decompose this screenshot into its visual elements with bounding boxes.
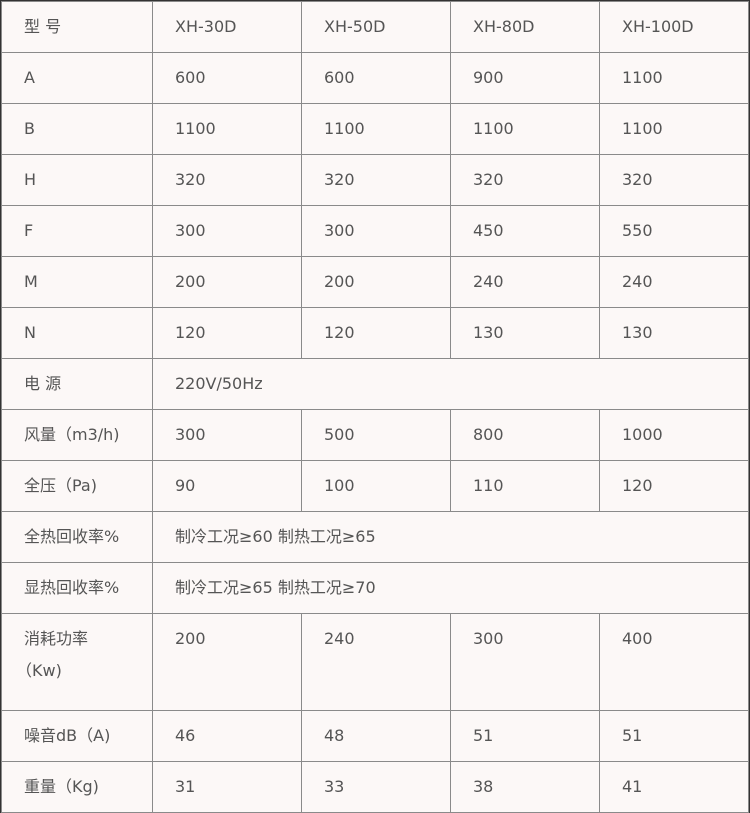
table-cell: 500 [301,409,451,461]
table-cell: 200 [301,256,451,308]
row-label-text: 噪音dB（A) [24,726,111,745]
table-row: 显热回收率% 制冷工况≥65 制热工况≥70 [1,562,749,614]
table-cell: 51 [599,710,749,762]
row-label-text: 风量（m3/h) [24,425,120,444]
table-cell: 320 [599,154,749,206]
table-cell: 120 [301,307,451,359]
row-label: A [1,52,153,104]
row-label: 电 源 [1,358,153,410]
table-cell: 300 [152,205,302,257]
table-row: 全压（Pa) 90 100 110 120 [1,460,749,512]
table-cell: 450 [450,205,600,257]
table-row: H 320 320 320 320 [1,154,749,206]
table-cell: 320 [152,154,302,206]
model-header: XH-50D [301,1,451,53]
table-cell-merged: 制冷工况≥65 制热工况≥70 [152,562,749,614]
table-cell: 240 [599,256,749,308]
row-label: 噪音dB（A) [1,710,153,762]
table-cell: 1100 [152,103,302,155]
table-row: 噪音dB（A) 46 48 51 51 [1,710,749,762]
table-cell: 300 [301,205,451,257]
row-label-text: 消耗功率 [24,629,89,648]
header-row: 型 号 XH-30D XH-50D XH-80D XH-100D [1,1,749,53]
model-header: XH-80D [450,1,600,53]
model-header: XH-30D [152,1,302,53]
row-label: 显热回收率% [1,562,153,614]
row-label-text: H [24,170,37,189]
table-cell: 90 [152,460,302,512]
table-cell: 1100 [450,103,600,155]
table-row: 风量（m3/h) 300 500 800 1000 [1,409,749,461]
table-cell: 46 [152,710,302,762]
table-cell: 110 [450,460,600,512]
row-label: 消耗功率 （Kw) [1,613,153,711]
table-cell: 48 [301,710,451,762]
row-label-text: 重量（Kg) [24,777,99,796]
table-cell: 120 [152,307,302,359]
table-cell: 800 [450,409,600,461]
table-cell: 200 [152,256,302,308]
table-cell: 1100 [599,103,749,155]
table-cell: 130 [450,307,600,359]
table-cell: 51 [450,710,600,762]
table-cell: 130 [599,307,749,359]
table-cell: 320 [450,154,600,206]
table-cell: 31 [152,761,302,813]
row-label-text: A [24,68,35,87]
table-row: B 1100 1100 1100 1100 [1,103,749,155]
table-cell: 550 [599,205,749,257]
table-cell: 900 [450,52,600,104]
table-cell: 120 [599,460,749,512]
table-cell: 300 [152,409,302,461]
table-cell: 300 [450,613,600,711]
table-cell: 1000 [599,409,749,461]
row-label-text: 显热回收率% [24,578,120,597]
row-label: 全压（Pa) [1,460,153,512]
row-label-text: 全热回收率% [24,527,120,546]
row-label: B [1,103,153,155]
table-row: 消耗功率 （Kw) 200 240 300 400 [1,613,749,711]
row-label-text: 全压（Pa) [24,476,97,495]
table-cell: 33 [301,761,451,813]
table-cell: 100 [301,460,451,512]
table-cell-merged: 220V/50Hz [152,358,749,410]
table-cell: 1100 [599,52,749,104]
row-label: F [1,205,153,257]
table-cell: 600 [301,52,451,104]
table-row: A 600 600 900 1100 [1,52,749,104]
table-row: 全热回收率% 制冷工况≥60 制热工况≥65 [1,511,749,563]
table-row: 重量（Kg) 31 33 38 41 [1,761,749,813]
table-cell: 320 [301,154,451,206]
row-label: H [1,154,153,206]
table-cell: 41 [599,761,749,813]
row-label: 全热回收率% [1,511,153,563]
row-label: M [1,256,153,308]
row-label-unit: （Kw) [16,661,62,680]
model-header: XH-100D [599,1,749,53]
row-label: 风量（m3/h) [1,409,153,461]
model-label-header: 型 号 [1,1,153,53]
row-label-text: M [24,272,38,291]
table-row: N 120 120 130 130 [1,307,749,359]
table-row: F 300 300 450 550 [1,205,749,257]
table-cell: 200 [152,613,302,711]
row-label-text: F [24,221,34,240]
table-row: 电 源 220V/50Hz [1,358,749,410]
row-label: 重量（Kg) [1,761,153,813]
row-label-text: 电 源 [24,374,62,393]
table-row: M 200 200 240 240 [1,256,749,308]
table-cell: 240 [450,256,600,308]
table-cell: 600 [152,52,302,104]
table-cell: 1100 [301,103,451,155]
row-label-text: B [24,119,35,138]
row-label: N [1,307,153,359]
table-cell-merged: 制冷工况≥60 制热工况≥65 [152,511,749,563]
row-label-text: N [24,323,36,342]
table-cell: 400 [599,613,749,711]
table-cell: 38 [450,761,600,813]
table-cell: 240 [301,613,451,711]
